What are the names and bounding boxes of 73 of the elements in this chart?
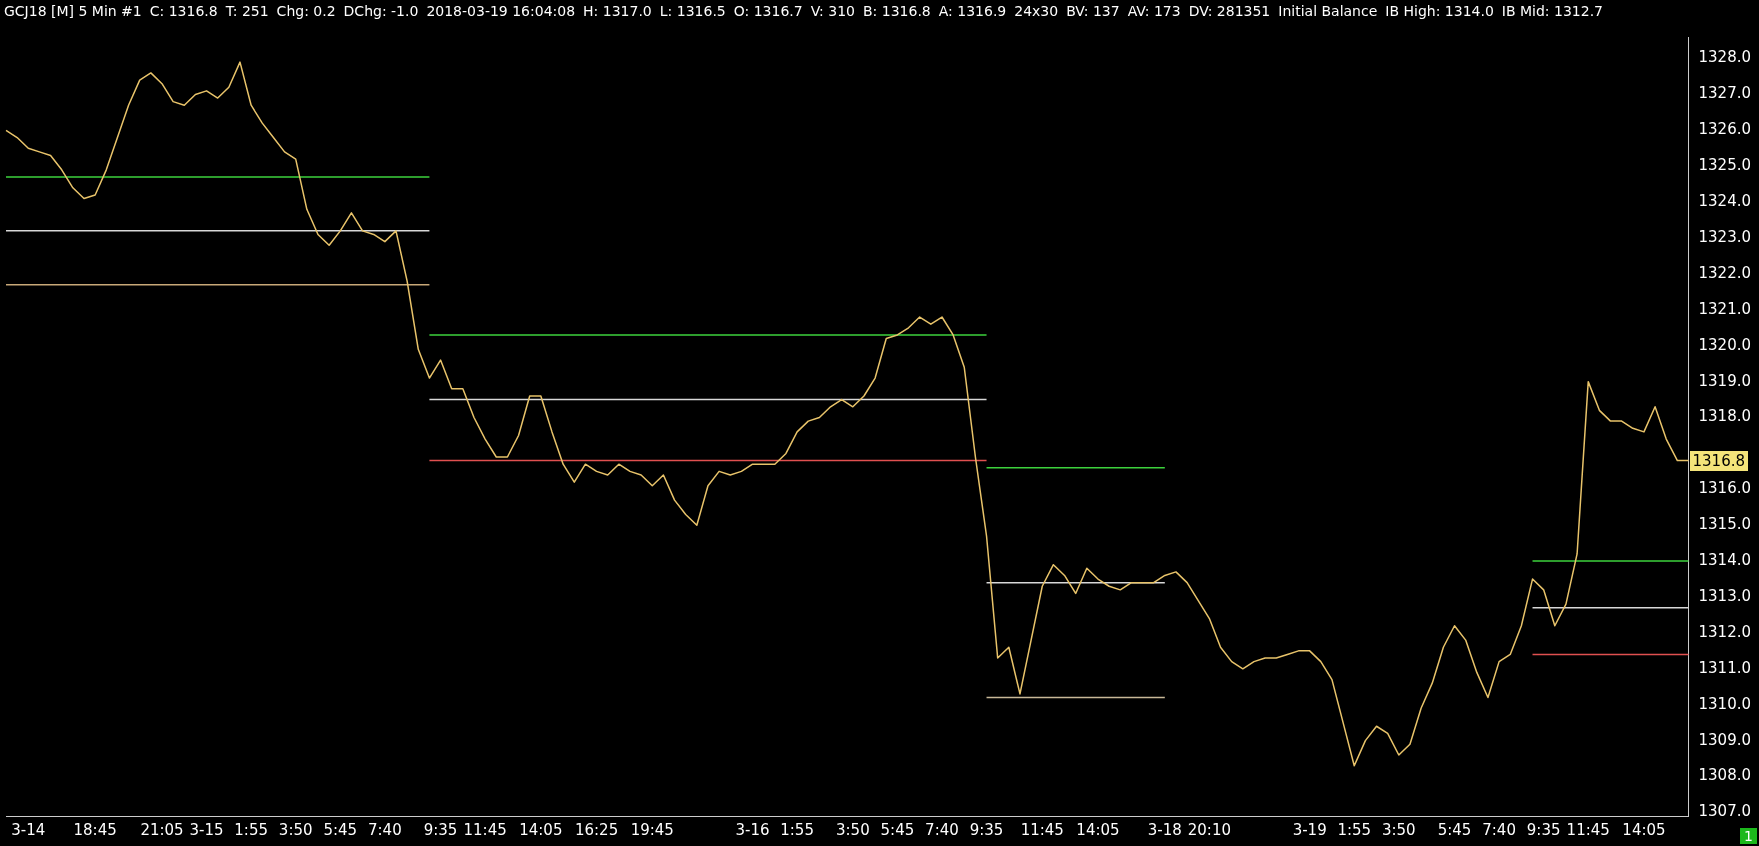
y-tick-label: 1307.0	[1698, 802, 1752, 821]
text: 24x30	[1014, 3, 1059, 19]
y-tick-label: 1313.0	[1698, 586, 1752, 605]
text: Chg: 0.2	[276, 3, 336, 19]
y-tick-label: 1324.0	[1698, 192, 1752, 211]
y-tick-label: 1322.0	[1698, 263, 1752, 282]
x-tick-label: 21:05	[140, 820, 184, 839]
y-tick-label: 1318.0	[1698, 407, 1752, 426]
y-tick-label: 1310.0	[1698, 694, 1752, 713]
y-tick-label: 1321.0	[1698, 299, 1752, 318]
text: DChg: -1.0	[343, 3, 419, 19]
text: L: 1316.5	[659, 3, 726, 19]
x-tick-label: 9:35	[423, 820, 458, 839]
x-tick-label: 5:45	[880, 820, 915, 839]
x-tick-label: 19:45	[630, 820, 674, 839]
x-tick-label: 7:40	[1482, 820, 1516, 839]
y-tick-label: 1325.0	[1698, 156, 1752, 175]
x-tick-label: 14:05	[519, 820, 563, 839]
x-tick-label: 18:45	[73, 820, 117, 839]
text: H: 1317.0	[583, 3, 652, 19]
x-tick-label: 1:55	[234, 820, 268, 839]
x-tick-label: 3:50	[1381, 820, 1416, 839]
y-tick-label: 1309.0	[1698, 730, 1752, 749]
y-tick-label: 1326.0	[1698, 120, 1752, 139]
y-tick-label: 1316.0	[1698, 479, 1752, 498]
x-tick-label: 11:45	[1020, 820, 1064, 839]
y-tick-label: 1328.0	[1698, 48, 1752, 67]
text: O: 1316.7	[733, 3, 803, 19]
y-tick-label: 1312.0	[1698, 622, 1752, 641]
x-tick-label: 3-18	[1147, 820, 1182, 839]
y-tick-label: 1315.0	[1698, 515, 1752, 534]
x-tick-label: 3-16	[735, 820, 770, 839]
x-tick-label: 14:05	[1076, 820, 1120, 839]
y-tick-label: 1319.0	[1698, 371, 1752, 390]
text: BV: 137	[1066, 3, 1120, 19]
text: T: 251	[225, 3, 269, 19]
x-tick-label: 14:05	[1622, 820, 1666, 839]
x-tick-label: 7:40	[368, 820, 402, 839]
x-tick-label: 20:10	[1187, 820, 1232, 839]
chart-title: GCJ18 [M] 5 Min #1	[4, 3, 142, 19]
x-tick-label: 5:45	[1437, 820, 1472, 839]
x-tick-label: 9:35	[969, 820, 1004, 839]
x-tick-label: 3-14	[11, 820, 46, 839]
y-tick-label: 1314.0	[1698, 551, 1752, 570]
text: B: 1316.8	[863, 3, 931, 19]
x-tick-label: 11:45	[1566, 820, 1610, 839]
y-tick-label: 1308.0	[1698, 766, 1752, 785]
text: C: 1316.8	[149, 3, 218, 19]
text: AV: 173	[1127, 3, 1181, 19]
text: 2018-03-19 16:04:08	[426, 3, 576, 19]
x-tick-label: 3:50	[835, 820, 870, 839]
x-tick-label: 3-15	[189, 820, 224, 839]
text: DV: 281351	[1188, 3, 1271, 19]
text: V: 310	[810, 3, 855, 19]
x-tick-label: 1:55	[1337, 820, 1372, 839]
y-tick-label: 1311.0	[1698, 658, 1752, 677]
text: Initial Balance	[1278, 3, 1378, 19]
text: A: 1316.9	[938, 3, 1007, 19]
text: IB Mid: 1312.7	[1501, 3, 1604, 19]
x-tick-label: 3:50	[278, 820, 313, 839]
text: 1316.8	[1689, 450, 1748, 471]
text: IB High: 1314.0	[1385, 3, 1494, 19]
x-tick-label: 5:45	[323, 820, 358, 839]
x-tick-label: 16:25	[574, 820, 619, 839]
y-tick-label: 1323.0	[1698, 227, 1752, 246]
x-tick-label: 11:45	[463, 820, 507, 839]
y-tick-label: 1327.0	[1698, 84, 1752, 103]
x-tick-label: 1:55	[780, 820, 814, 839]
x-tick-label: 7:40	[925, 820, 959, 839]
y-tick-label: 1320.0	[1698, 335, 1752, 354]
text: 1	[1740, 828, 1757, 844]
x-tick-label: 3-19	[1292, 820, 1327, 839]
x-tick-label: 9:35	[1526, 820, 1561, 839]
